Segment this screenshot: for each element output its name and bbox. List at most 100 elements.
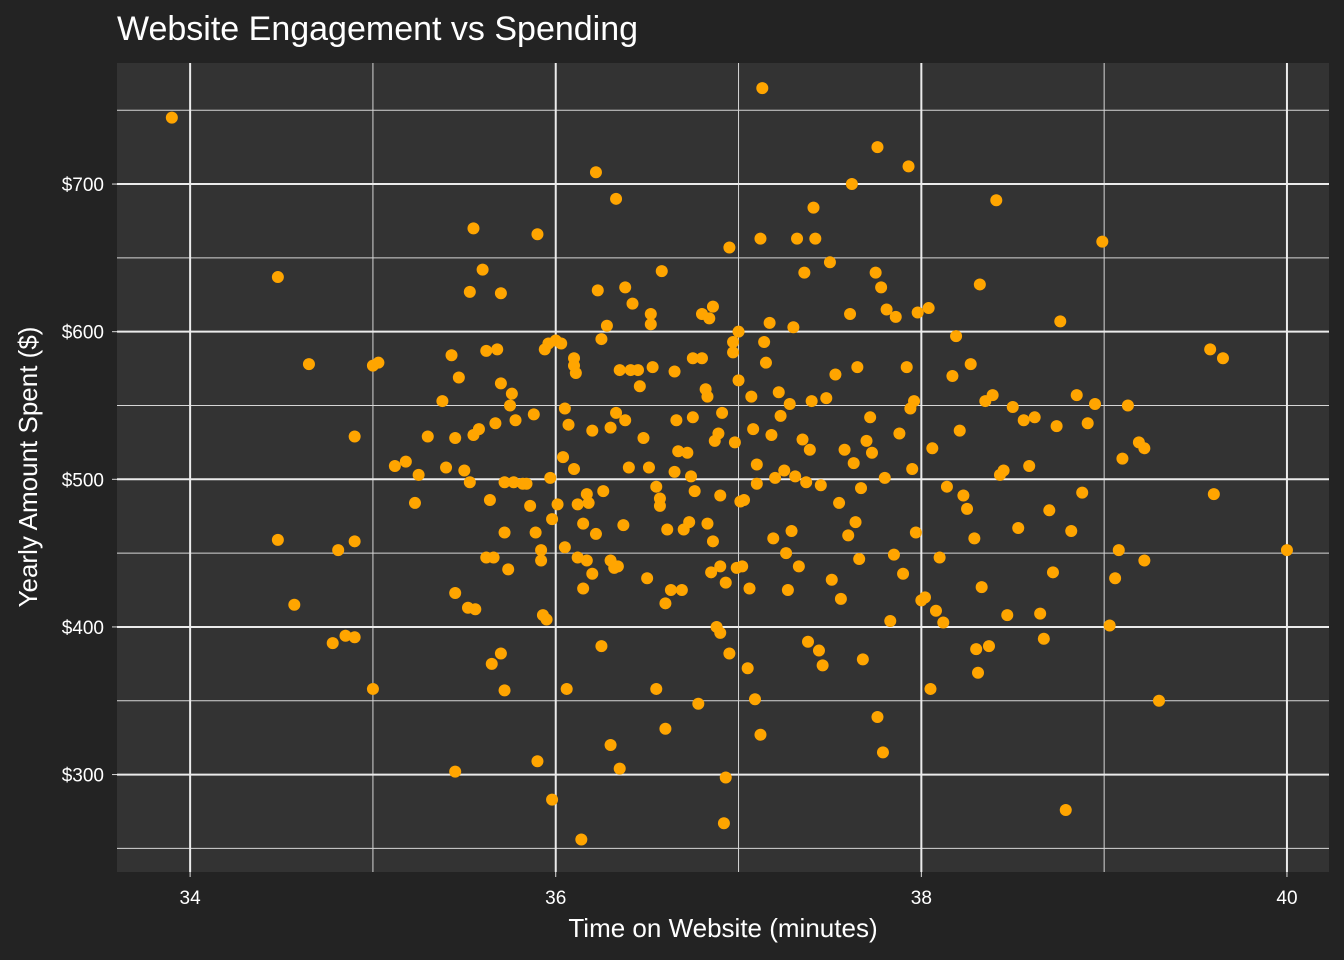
data-point: [727, 346, 740, 359]
data-point: [723, 241, 736, 254]
data-point: [641, 572, 654, 585]
data-point: [476, 263, 489, 276]
data-point: [388, 460, 401, 473]
data-point: [467, 222, 480, 235]
data-point: [716, 406, 729, 419]
data-point: [271, 533, 284, 546]
data-point: [551, 498, 564, 511]
data-point: [165, 111, 178, 124]
data-point: [498, 526, 511, 539]
data-point: [653, 492, 666, 505]
data-point: [950, 330, 963, 343]
data-point: [864, 411, 877, 424]
data-point: [856, 653, 869, 666]
data-point: [504, 399, 517, 412]
data-point: [408, 496, 421, 509]
data-point: [750, 458, 763, 471]
data-point: [580, 554, 593, 567]
data-point: [348, 535, 361, 548]
data-point: [736, 560, 749, 573]
data-point: [763, 316, 776, 329]
data-point: [604, 421, 617, 434]
data-point: [507, 476, 520, 489]
data-point: [1280, 544, 1293, 557]
data-point: [483, 493, 496, 506]
data-point: [531, 755, 544, 768]
data-point: [732, 325, 745, 338]
data-point: [853, 553, 866, 566]
data-point: [1059, 803, 1072, 816]
data-point: [714, 489, 727, 502]
data-point: [595, 640, 608, 653]
data-point: [695, 352, 708, 365]
data-point: [1103, 619, 1116, 632]
data-point: [1089, 398, 1102, 411]
data-point: [719, 771, 732, 784]
data-point: [1017, 414, 1030, 427]
data-point: [871, 141, 884, 154]
data-point: [692, 697, 705, 710]
data-point: [1034, 607, 1047, 620]
data-point: [884, 615, 897, 628]
data-point: [302, 358, 315, 371]
data-point: [440, 461, 453, 474]
data-point: [469, 603, 482, 616]
data-point: [986, 389, 999, 402]
y-tick-label: $600: [62, 323, 104, 344]
data-point: [750, 477, 763, 490]
data-point: [796, 433, 809, 446]
data-point: [610, 406, 623, 419]
data-point: [714, 626, 727, 639]
data-point: [491, 343, 504, 356]
data-point: [480, 344, 493, 357]
data-point: [834, 592, 847, 605]
data-point: [540, 613, 553, 626]
data-point: [1109, 572, 1122, 585]
data-point: [577, 582, 590, 595]
axis-ticks: 34 36 38 40 $300 $400 $500 $600 $700: [62, 175, 1298, 909]
data-point: [509, 414, 522, 427]
data-point: [622, 461, 635, 474]
data-point: [970, 643, 983, 656]
data-point: [686, 352, 699, 365]
data-point: [633, 380, 646, 393]
data-point: [489, 417, 502, 430]
data-point: [876, 746, 889, 759]
data-point: [1121, 399, 1134, 412]
data-point: [626, 297, 639, 310]
data-point: [940, 480, 953, 493]
data-point: [650, 682, 663, 695]
data-point: [842, 529, 855, 542]
data-point: [747, 423, 760, 436]
data-point: [1204, 343, 1217, 356]
data-point: [686, 411, 699, 424]
data-point: [785, 524, 798, 537]
data-point: [619, 281, 632, 294]
data-point: [803, 443, 816, 456]
data-point: [953, 424, 966, 437]
data-point: [577, 517, 590, 530]
data-point: [494, 647, 507, 660]
data-point: [767, 532, 780, 545]
data-point: [705, 566, 718, 579]
data-point: [900, 361, 913, 374]
data-point: [802, 635, 815, 648]
data-point: [732, 374, 745, 387]
data-point: [926, 442, 939, 455]
data-point: [783, 398, 796, 411]
data-point: [838, 443, 851, 456]
data-point: [1054, 315, 1067, 328]
data-point: [582, 496, 595, 509]
data-point: [436, 395, 449, 408]
data-point: [637, 431, 650, 444]
data-point: [851, 361, 864, 374]
data-point: [348, 430, 361, 443]
data-point: [823, 256, 836, 269]
data-point: [754, 728, 767, 741]
data-point: [487, 551, 500, 564]
y-tick-label: $300: [62, 766, 104, 787]
data-point: [604, 739, 617, 752]
data-point: [544, 471, 557, 484]
data-point: [494, 287, 507, 300]
data-point: [642, 461, 655, 474]
